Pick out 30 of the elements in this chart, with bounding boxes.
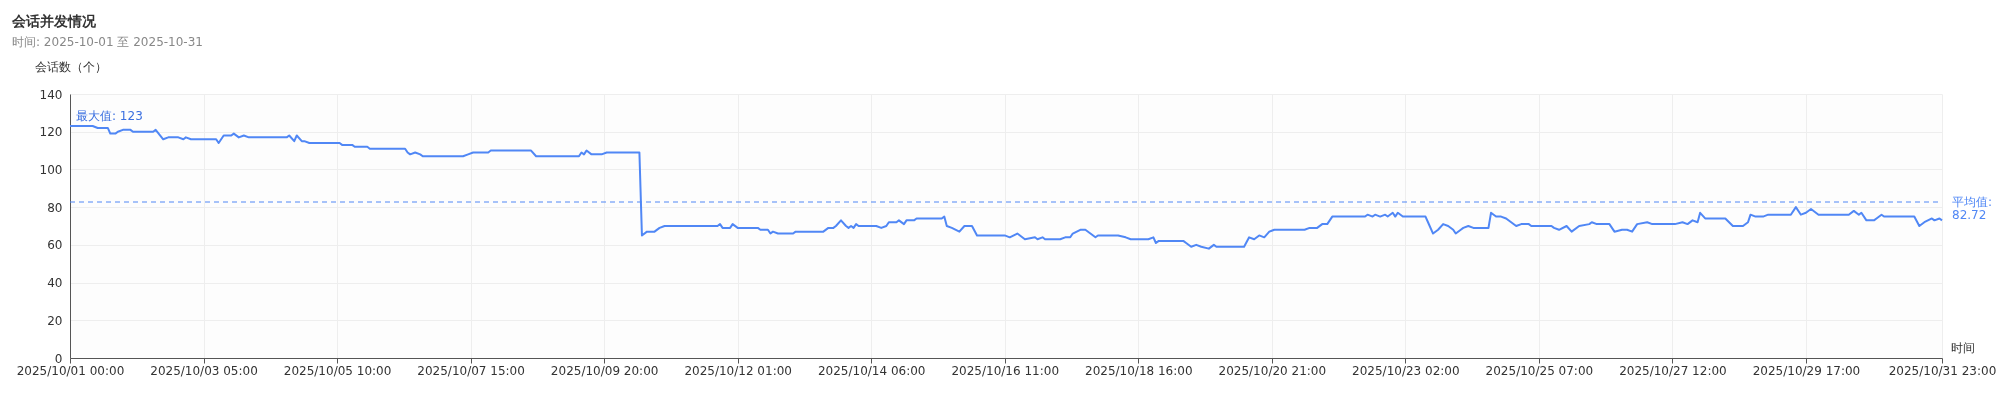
y-tick-label: 40 (47, 276, 63, 291)
x-tick-label: 2025/10/25 07:00 (1485, 363, 1594, 378)
y-axis-title: 会话数（个） (34, 59, 107, 74)
x-tick-label: 2025/10/20 21:00 (1218, 363, 1327, 378)
x-tick-label: 2025/10/14 06:00 (817, 363, 926, 378)
x-tick-label: 2025/10/16 11:00 (951, 363, 1060, 378)
x-tick-label: 2025/10/12 01:00 (684, 363, 792, 378)
y-tick-label: 140 (39, 87, 63, 102)
x-axis-title: 时间 (1950, 340, 1975, 355)
x-tick-label: 2025/10/01 00:00 (16, 363, 125, 378)
x-tick-label: 2025/10/27 12:00 (1619, 363, 1727, 378)
x-tick-label: 2025/10/07 15:00 (417, 363, 525, 378)
y-tick-label: 20 (47, 313, 63, 328)
y-tick-label: 0 (54, 351, 63, 366)
x-tick-label: 2025/10/23 02:00 (1352, 363, 1460, 378)
chart-title: 会话并发情况 (11, 13, 97, 29)
x-tick-label: 2025/10/29 17:00 (1752, 363, 1861, 378)
x-tick-label: 2025/10/03 05:00 (150, 363, 258, 378)
y-tick-label: 100 (39, 162, 63, 177)
y-tick-label: 60 (47, 238, 63, 253)
x-tick-label: 2025/10/31 23:00 (1888, 363, 1997, 378)
y-tick-label: 120 (39, 125, 63, 140)
x-tick-label: 2025/10/18 16:00 (1084, 363, 1193, 378)
chart-subtitle: 时间: 2025-10-01 至 2025-10-31 (12, 35, 203, 49)
line-series (69, 125, 1943, 250)
x-tick-label: 2025/10/05 10:00 (283, 363, 392, 378)
x-tick-label: 2025/10/09 20:00 (550, 363, 659, 378)
ref-line-label: 平均值: 82.72 (1952, 195, 1993, 223)
annotation: 最大值: 123 (76, 109, 143, 124)
y-tick-label: 80 (47, 200, 63, 215)
